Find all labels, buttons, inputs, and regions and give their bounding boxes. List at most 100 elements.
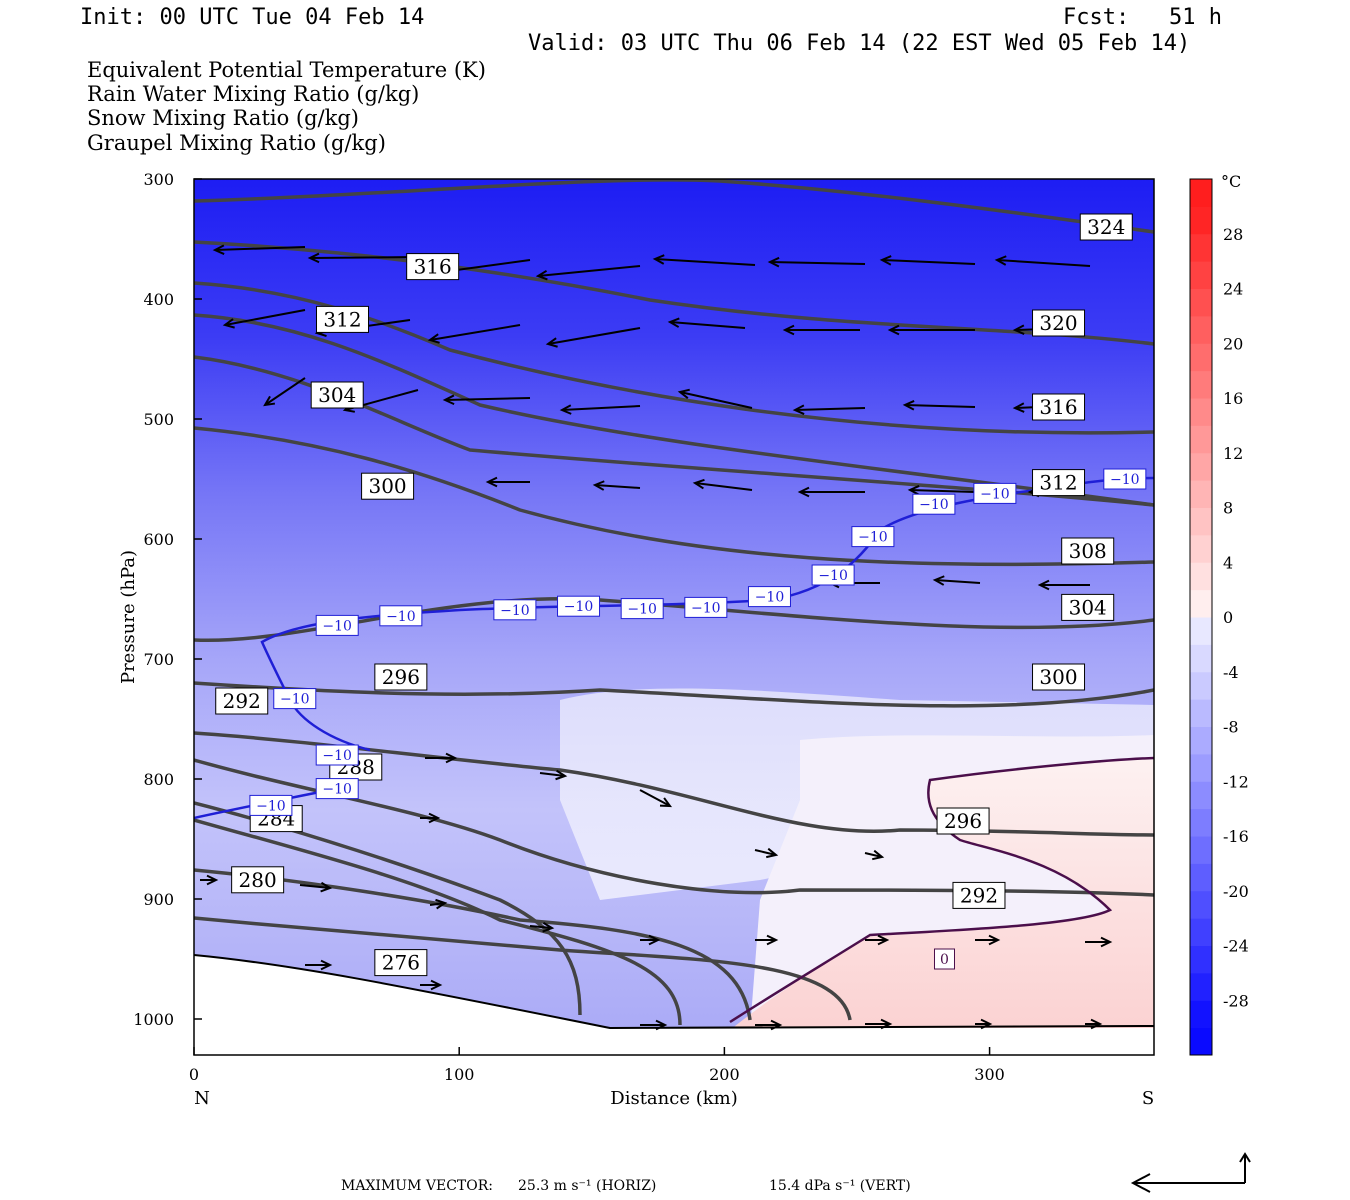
colorbar-swatch [1190,863,1212,892]
colorbar-frame [1189,178,1213,1056]
theta-e-contour [194,426,1154,567]
wind-vector [444,397,531,401]
colorbar-swatch [1190,179,1212,207]
wind-vector [904,404,976,408]
y-tick-label: 500 [143,410,174,429]
theta-e-label-box [374,663,428,691]
colorbar-swatch [1190,617,1212,645]
isotherm-label-box [973,482,1017,504]
wind-vector-head [555,769,568,781]
wind-vector-head [667,317,680,328]
isotherm-label-box [315,744,359,766]
isotherm-label-box [315,614,359,636]
theta-e-label: 312 [323,307,361,331]
legend-graupel: Graupel Mixing Ratio (g/kg) [87,131,386,155]
isotherm-label: −10 [322,782,352,798]
wind-vector-head [542,921,555,933]
theta-e-label: 304 [1069,595,1107,619]
wind-vector-head [545,337,558,348]
theta-e-label-box [406,253,460,281]
colorbar-swatch [1190,945,1212,974]
legend-theta-e: Equivalent Potential Temperature (K) [87,58,486,82]
wind-vector-head [652,254,665,265]
wind-vector [654,258,756,266]
theta-e-label: 304 [318,383,356,407]
wind-vector-head [428,812,441,824]
theta-e-contour [194,240,1154,346]
colorbar-swatch [1190,425,1212,454]
wind-vector-head [887,324,900,336]
isotherm-zero [729,756,1154,1024]
theta-e-label-box [361,472,415,500]
isotherm-label-box [684,596,728,618]
wind-vector-head [592,480,605,491]
theta-e-label-box [936,807,990,835]
wind-vector-head [879,255,892,266]
wind-vector-head [980,1018,993,1030]
wind-vector-head [320,959,333,971]
wind-vector-head [877,934,890,946]
wind-vector [996,259,1091,267]
colorbar-swatch [1190,452,1212,481]
wind-vector-head [659,797,673,808]
x-axis: 0 100 200 300 [189,1047,1005,1084]
y-tick-label: 600 [143,530,174,549]
max-vector-label: MAXIMUM VECTOR: [341,1178,493,1194]
isotherm-label-box [315,778,359,800]
colorbar-swatch [1190,836,1212,864]
isotherm-label: −10 [500,603,530,619]
wind-vector-head [222,318,235,329]
isotherm-label: −10 [322,618,352,634]
colorbar-swatch [1190,753,1212,782]
wind-vector [224,309,306,326]
wind-vector [529,925,553,929]
theta-e-contour [194,868,752,1021]
colorbar-swatch [1190,644,1212,673]
theta-e-label-box [310,381,364,409]
wind-vector [594,484,641,489]
isotherm-label: −10 [256,798,286,814]
theta-e-label: 308 [1069,539,1107,563]
isotherm-label: −10 [818,568,848,584]
theta-e-contour [194,281,1154,435]
theta-e-contour [194,818,682,1026]
theta-e-label: 324 [1087,215,1125,239]
theta-e-label-box [374,949,428,977]
colorbar-swatch [1190,808,1212,837]
ground-line [194,954,1154,1030]
wind-vector-head [1090,1018,1103,1030]
theta-e-label: 292 [960,883,998,907]
wind-vector-head [767,256,780,268]
isotherm-label-box [493,599,537,621]
wind-vector-head [902,399,915,411]
wind-vector-head [435,898,448,910]
theta-e-label-box [215,687,269,715]
wind-vector [429,324,521,341]
colorbar-swatch [1190,206,1212,235]
isotherm-label-box [620,598,664,620]
colorbar-swatch [1190,699,1212,727]
wind-vector [214,246,306,251]
colorbar-unit: °C [1221,172,1241,191]
colorbar-swatch [1190,480,1212,508]
theta-e-label-box [952,881,1006,909]
colorbar-swatch [1190,781,1212,810]
colorbar-swatch [1190,288,1212,317]
isotherm-label-box [379,605,423,627]
wind-vector-head [206,874,219,886]
theta-e-contour [194,916,852,1021]
colorbar-tick-label: -4 [1223,663,1239,682]
wind-vector-head [1037,579,1050,591]
wind-vector-head [648,934,661,946]
wind-vectors [200,244,1113,1031]
theta-e-label: 300 [368,474,406,498]
reference-vector-icon [1130,1152,1251,1193]
wind-vector [794,407,866,411]
wind-vector-head [766,934,779,946]
colorbar-tick-label: 28 [1223,225,1243,244]
isotherm-label: −10 [858,530,888,546]
north-endpoint-label: N [194,1088,210,1109]
isotherm-label: −10 [386,609,416,625]
wind-vector-head [1012,324,1025,335]
